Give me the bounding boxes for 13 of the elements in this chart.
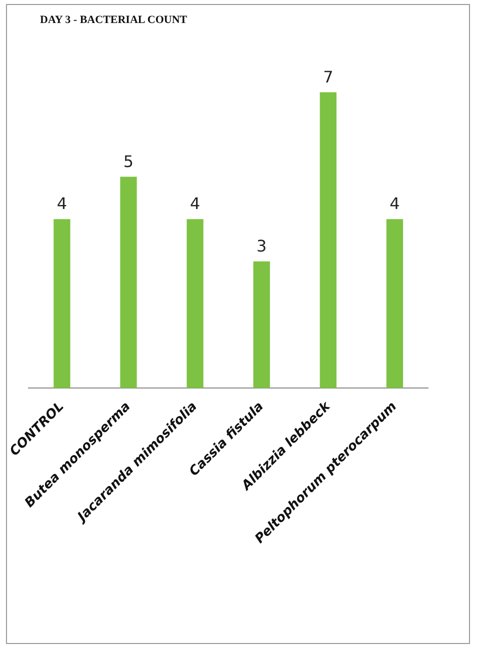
bar xyxy=(186,219,204,388)
bar xyxy=(54,219,70,388)
bar xyxy=(320,92,336,388)
bar xyxy=(120,176,137,388)
data-label: 4 xyxy=(390,194,400,214)
chart-title: DAY 3 - BACTERIAL COUNT xyxy=(40,14,188,26)
bar xyxy=(253,261,270,388)
data-label: 5 xyxy=(123,152,134,171)
bar xyxy=(386,219,404,388)
data-label: 7 xyxy=(323,67,334,86)
data-label: 3 xyxy=(256,236,267,256)
data-label: 4 xyxy=(56,194,68,214)
data-label: 4 xyxy=(190,194,200,214)
